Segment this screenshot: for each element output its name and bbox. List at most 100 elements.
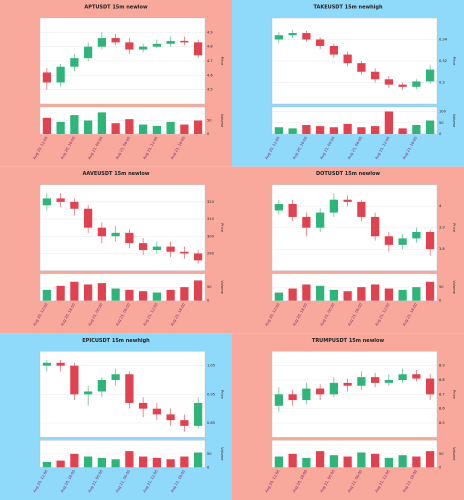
volume-bar [180,456,189,468]
candle-body [343,382,352,386]
volume-axis-label: Volume [220,447,224,461]
volume-axis-label: Volume [452,114,456,128]
y-tick-label: 290 [207,251,215,255]
volume-bar [42,289,51,301]
volume-bar [139,456,148,468]
chart-panel: APTUSDT 15m newlow 4.5 4.6 4.7 4.8 4.9 0 50 Pric… [0,0,232,167]
candle-body [398,84,407,87]
volume-bar [343,456,352,468]
y-tick-label: 4.7 [207,59,213,63]
volume-bar [111,123,120,134]
y-axis-label: Price [220,390,224,400]
volume-bar [384,288,393,301]
y-tick-label: 310 [207,217,215,221]
volume-bar [384,457,393,468]
candle-body [412,81,421,87]
volume-bar [316,285,325,301]
candle-body [371,216,380,237]
y-tick-label: 8.6 [439,407,445,411]
candle-body [194,253,203,261]
chart-title: AAVEUSDT 15m newlow [83,171,150,177]
candle-body [288,394,297,401]
volume-tick-label: 0 [439,132,442,136]
chart-title: EPICUSDT 15m newhigh [82,338,150,344]
volume-bar [166,289,175,301]
volume-bar [139,291,148,301]
volume-bar [84,456,93,468]
candle-body [84,208,93,228]
volume-bar [426,120,435,134]
candle-body [56,66,65,83]
y-tick-label: 1.05 [207,364,215,368]
volume-bar [316,126,325,134]
volume-bar [302,457,311,468]
candle-body [97,227,106,237]
candle-body [180,251,189,254]
volume-bar [125,289,134,301]
candle-body [384,79,393,85]
volume-bar [398,455,407,468]
volume-bar [371,453,380,468]
candle-body [56,198,65,202]
candle-body [329,45,338,55]
volume-bar [398,128,407,134]
candle-body [302,216,311,228]
volume-bar [343,123,352,134]
volume-bar [302,284,311,301]
volume-bar [56,460,65,468]
price-area [39,184,206,271]
y-tick-label: 0.85 [207,421,215,425]
candle-body [56,362,65,366]
candle-body [42,72,51,83]
volume-bar [70,115,79,134]
volume-bar [194,452,203,468]
y-tick-label: 0.3 [439,81,445,85]
candle-body [84,391,93,395]
y-tick-label: 4.8 [207,45,213,49]
y-axis-label: Price [452,57,456,67]
candle-body [97,38,106,47]
volume-bar [329,289,338,301]
candle-body [316,388,325,395]
volume-bar [412,456,421,468]
y-tick-label: 0.32 [439,59,447,63]
candle-body [371,377,380,383]
y-tick-label: 4.5 [207,88,213,92]
candle-body [125,42,134,50]
chart-panel: TRUMPUSDT 15m newlow 8.5 8.6 8.7 8.8 8.9 0 50 Pr… [232,333,464,500]
chart-panel: AAVEUSDT 15m newlow 290 300 310 320 0 50 Price V… [0,166,232,334]
candle-body [125,232,134,244]
volume-tick-label: 0 [207,299,210,303]
candle-body [194,402,203,426]
candle-body [166,414,175,421]
volume-bar [371,126,380,134]
candle-body [139,46,148,50]
candle-body [70,365,79,395]
volume-bar [56,285,65,301]
candle-body [180,420,189,426]
volume-bar [180,124,189,134]
y-tick-label: 300 [207,234,215,238]
volume-bar [97,457,106,468]
volume-tick-label: 50 [207,119,212,123]
y-tick-label: 4 [439,204,442,208]
candle-body [139,243,148,251]
volume-axis-label: Volume [220,280,224,294]
volume-bar [166,459,175,468]
candle-body [329,382,338,395]
y-tick-label: 4.9 [207,30,213,34]
y-tick-label: 8.8 [439,378,445,382]
volume-bar [357,287,366,301]
volume-bar [288,288,297,301]
candle-body [274,204,283,211]
volume-tick-label: 50 [207,452,212,456]
candle-body [166,40,175,44]
volume-bar [357,452,366,468]
volume-bar [316,451,325,468]
candle-body [412,374,421,379]
volume-tick-label: 50 [439,285,444,289]
volume-bar [194,280,203,301]
candle-body [288,204,297,217]
candle-body [111,374,120,380]
y-axis-label: Price [452,390,456,400]
